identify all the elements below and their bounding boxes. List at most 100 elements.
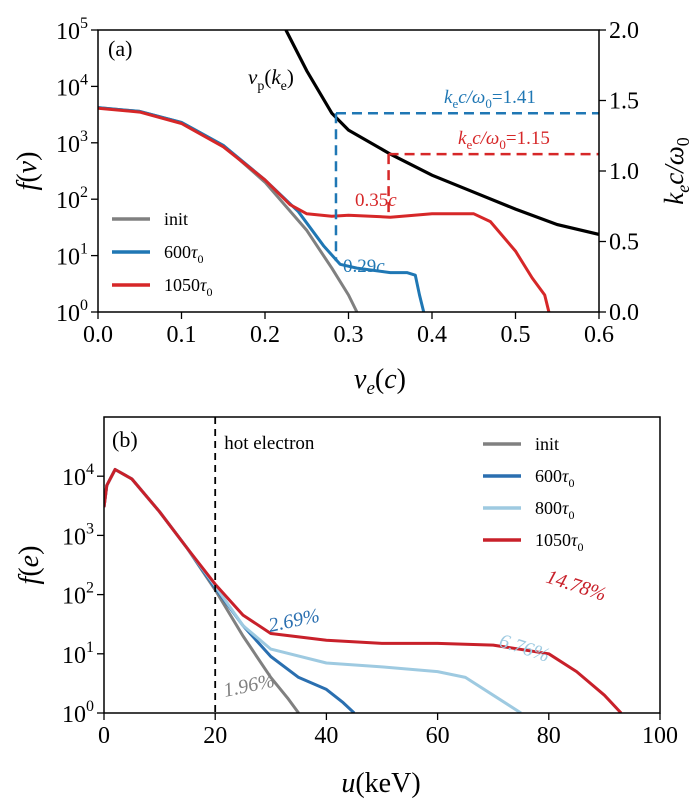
legend-a-2-tau: τ: [200, 275, 207, 295]
legend-a-1-sub: 0: [197, 252, 203, 266]
percent-label-1050τ0: 14.78%: [543, 566, 608, 606]
annotation-v-029-unit: c: [376, 256, 385, 277]
percent-label-init: 1.96%: [221, 670, 276, 702]
yr-k: k: [659, 192, 689, 205]
xlabel-u: u: [341, 768, 355, 799]
y-tick-label: 100: [62, 698, 94, 728]
yr-sub: e: [673, 185, 693, 193]
legend-b-3-num: 1050: [535, 530, 571, 550]
xlabel-open: (: [375, 364, 384, 395]
x-tick-label: 100: [642, 723, 678, 749]
xlabel-unit: (keV): [355, 768, 420, 799]
y-tick-label: 105: [56, 15, 88, 45]
plot-area-b: [104, 468, 623, 713]
y-axis-label-a: f(v): [12, 152, 43, 191]
annotation-k-141-rest: c/ω: [458, 87, 485, 108]
vp-label-k: k: [271, 65, 281, 89]
annotation-k-115-sub: e: [466, 137, 472, 152]
legend-a-2-label: 1050τ0: [164, 275, 212, 299]
y-tick-label-base: 10: [56, 301, 80, 327]
y-right-tick-label: 1.0: [609, 159, 639, 185]
xlabel-c: c: [384, 364, 397, 395]
y-right-axis-label-a: kec/ω0: [659, 137, 693, 205]
legend-b-3-label: 1050τ0: [535, 530, 583, 554]
legend-a-1-label: 600τ0: [164, 242, 203, 266]
vp-label-sub: p: [257, 79, 264, 94]
x-tick-label: 0.3: [334, 322, 364, 348]
y-tick-label-exp: 5: [80, 15, 88, 32]
y-tick-label-base: 10: [56, 75, 80, 101]
annotation-k-115-rest: c/ω: [472, 128, 499, 149]
panel-label-a: (a): [108, 36, 132, 61]
y-right-tick-label: 2.0: [609, 18, 639, 44]
x-axis-label-a: ve(c): [354, 364, 406, 399]
ylabel-open: (: [12, 173, 43, 182]
ylabel-close: ): [14, 546, 45, 555]
plot-frame-b: [103, 416, 661, 714]
vp-label-close: ): [287, 65, 294, 89]
y-tick-label-exp: 1: [86, 639, 94, 656]
hot-electron-label: hot electron: [224, 433, 315, 454]
annotation-k-115-k: k: [458, 128, 467, 149]
vp-label-ksub: e: [281, 79, 287, 94]
legend-b-3-sub: 0: [577, 540, 583, 554]
x-tick-label: 40: [314, 723, 338, 749]
y-tick-label-exp: 0: [86, 698, 94, 715]
annotation-k-115-sub2: 0: [499, 137, 506, 152]
y-tick-label-base: 10: [56, 19, 80, 45]
y-tick-label-exp: 2: [86, 580, 94, 597]
x-tick-label: 0: [98, 723, 110, 749]
series-line-800τ0: [104, 468, 522, 713]
x-tick-label: 0.4: [417, 322, 447, 348]
y-tick-label: 104: [62, 461, 94, 491]
ylabel-f: f: [12, 179, 43, 190]
xlabel-sub: e: [366, 378, 374, 399]
legend-b-1-tau: τ: [562, 466, 569, 486]
legend-b-2-tau: τ: [562, 498, 569, 518]
x-tick-label: 0.2: [250, 322, 280, 348]
ylabel-v: v: [12, 160, 43, 173]
xlabel-v: v: [354, 364, 367, 395]
y-tick-label: 102: [56, 184, 88, 214]
legend-b-3-tau: τ: [571, 530, 578, 550]
annotation-v-035-num: 0.35: [355, 190, 388, 211]
y-right-tick-label: 0.5: [609, 230, 639, 256]
annotation-k-115-value: =1.15: [506, 128, 550, 149]
x-tick-label: 0.6: [584, 322, 614, 348]
x-tick-label: 0.0: [83, 322, 113, 348]
y-tick-label: 101: [62, 639, 94, 669]
annotation-k-141-value: =1.41: [492, 87, 536, 108]
y-tick-label-base: 10: [56, 188, 80, 214]
y-tick-label-exp: 0: [80, 297, 88, 314]
panel-a: 0.0 0.1 0.2 0.3 0.4 0.5 0.61001011021031041050…: [12, 15, 693, 399]
y-right-tick-label: 0.0: [609, 300, 639, 326]
x-tick-label: 60: [426, 723, 450, 749]
y-tick-label-exp: 4: [80, 71, 88, 88]
vp-label-open: (: [264, 65, 271, 89]
y-tick-label-base: 10: [62, 702, 86, 728]
legend-a-2-sub: 0: [206, 285, 212, 299]
plot-frame-a: [97, 29, 600, 313]
y-tick-label-exp: 3: [86, 520, 94, 537]
ylabel-open: (: [14, 567, 45, 576]
ylabel-e: e: [14, 555, 45, 567]
annotation-v-029-num: 0.29: [343, 256, 376, 277]
y-tick-label-exp: 2: [80, 184, 88, 201]
x-tick-label: 0.1: [167, 322, 197, 348]
yr-0: 0: [673, 137, 693, 146]
y-tick-label-exp: 1: [80, 241, 88, 258]
series-line-1050τ0: [104, 468, 623, 713]
series-line-1050τ0: [98, 106, 551, 312]
annotation-v-035: 0.35c: [355, 190, 397, 211]
phase-velocity-curve: [284, 30, 599, 236]
legend-b-1-sub: 0: [568, 476, 574, 490]
ylabel-close: ): [12, 152, 43, 161]
yr-c: c/ω: [659, 146, 689, 185]
y-tick-label-base: 10: [56, 245, 80, 271]
plot-area-a: [98, 30, 599, 312]
percent-label-800τ0: 6.76%: [496, 630, 552, 667]
annotation-k-141-sub2: 0: [485, 96, 492, 111]
legend-b-1-label: 600τ0: [535, 466, 574, 490]
